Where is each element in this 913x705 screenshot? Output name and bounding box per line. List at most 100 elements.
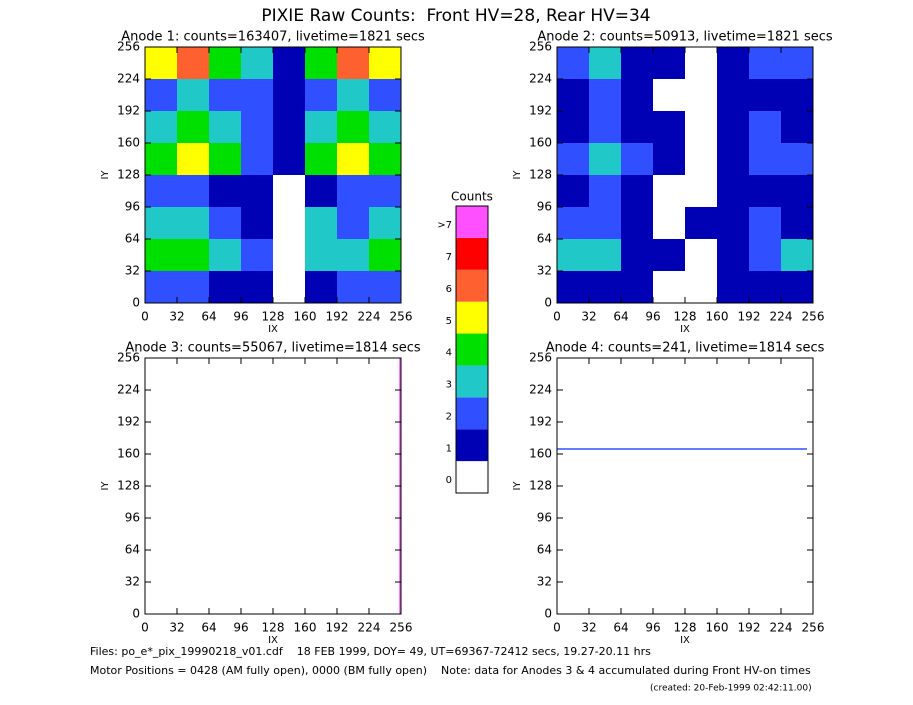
heatmap-cell (685, 271, 717, 303)
heatmap-cell (781, 79, 813, 111)
heatmap-cell (337, 47, 369, 79)
heatmap-cell (241, 271, 273, 303)
x-tick-label: 0 (141, 310, 149, 324)
heatmap-cell (685, 239, 717, 271)
x-tick-label: 256 (802, 310, 825, 324)
y-tick-label: 96 (125, 511, 140, 525)
y-tick-label: 0 (544, 607, 552, 621)
x-tick-label: 32 (581, 621, 596, 635)
colorbar-label: 5 (446, 316, 452, 327)
y-tick-label: 256 (529, 40, 552, 54)
figure-title: PIXIE Raw Counts: Front HV=28, Rear HV=3… (261, 6, 650, 26)
heatmap-cell (337, 271, 369, 303)
heatmap-cell (369, 79, 401, 111)
y-tick-label: 128 (529, 479, 552, 493)
heatmap-cell (557, 47, 589, 79)
heatmap-cell (717, 175, 749, 207)
y-tick-label: 32 (537, 264, 552, 278)
heatmap-cell (749, 239, 781, 271)
heatmap-cell (145, 239, 177, 271)
heatmap-cell (337, 239, 369, 271)
heatmap-cell (717, 239, 749, 271)
y-tick-label: 0 (544, 296, 552, 310)
heatmap-cell (621, 175, 653, 207)
y-tick-label: 192 (529, 104, 552, 118)
heatmap-cell (337, 79, 369, 111)
heatmap-cell (653, 143, 685, 175)
heatmap-cell (749, 111, 781, 143)
heatmap-cell (177, 271, 209, 303)
heatmap-cell (557, 175, 589, 207)
heatmap-cell (337, 143, 369, 175)
heatmap-cell (653, 271, 685, 303)
heatmap-cell (145, 111, 177, 143)
x-tick-label: 224 (358, 621, 381, 635)
x-tick-label: 96 (645, 310, 660, 324)
x-tick-label: 128 (262, 621, 285, 635)
colorbar-label: 2 (446, 411, 452, 422)
x-tick-label: 192 (326, 310, 349, 324)
heatmap-cell (749, 79, 781, 111)
heatmap-cell (241, 143, 273, 175)
heatmap-cell (621, 47, 653, 79)
heatmap-cell (557, 79, 589, 111)
x-axis-label: IX (268, 324, 278, 335)
x-tick-label: 96 (233, 621, 248, 635)
heatmap-cell (369, 239, 401, 271)
x-tick-label: 32 (169, 310, 184, 324)
y-tick-label: 256 (117, 351, 140, 365)
y-tick-label: 96 (537, 200, 552, 214)
x-axis-label: IX (680, 635, 690, 646)
heatmap-cell (653, 207, 685, 239)
heatmap-cell (717, 79, 749, 111)
heatmap-cell (685, 143, 717, 175)
heatmap-cell (177, 175, 209, 207)
y-tick-label: 256 (529, 351, 552, 365)
y-tick-label: 96 (537, 511, 552, 525)
heatmap-cell (589, 79, 621, 111)
heatmap-cell (781, 239, 813, 271)
heatmap-cell (273, 79, 305, 111)
y-tick-label: 32 (125, 264, 140, 278)
heatmap-cell (653, 175, 685, 207)
x-tick-label: 160 (294, 621, 317, 635)
x-tick-label: 192 (738, 310, 761, 324)
heatmap-cell (273, 47, 305, 79)
heatmap-cell (273, 207, 305, 239)
x-tick-label: 128 (674, 310, 697, 324)
heatmap-cell (557, 207, 589, 239)
plot-frame (556, 357, 814, 615)
heatmap-cell (621, 79, 653, 111)
x-tick-label: 256 (390, 310, 413, 324)
heatmap-cell (749, 207, 781, 239)
heatmap-cell (177, 111, 209, 143)
y-tick-label: 192 (117, 415, 140, 429)
x-tick-label: 64 (201, 621, 216, 635)
heatmap-cell (209, 47, 241, 79)
colorbar-segment (456, 429, 488, 462)
heatmap-cell (209, 175, 241, 207)
heatmap-cell (369, 143, 401, 175)
x-tick-label: 0 (141, 621, 149, 635)
y-tick-label: 160 (117, 136, 140, 150)
heatmap-cell (749, 175, 781, 207)
colorbar-segment (456, 365, 488, 398)
heatmap-cell (621, 271, 653, 303)
heatmap-cell (717, 207, 749, 239)
heatmap-cell (685, 175, 717, 207)
heatmap-cell (589, 47, 621, 79)
colorbar-segment (456, 237, 488, 270)
x-tick-label: 96 (233, 310, 248, 324)
y-axis-label: IY (100, 170, 111, 180)
y-tick-label: 128 (117, 168, 140, 182)
y-tick-label: 160 (529, 136, 552, 150)
heatmap-cell (781, 271, 813, 303)
heatmap-cell (337, 175, 369, 207)
heatmap-cell (749, 271, 781, 303)
x-tick-label: 192 (326, 621, 349, 635)
heatmap-cell (653, 111, 685, 143)
heatmap-cell (241, 175, 273, 207)
heatmap-cell (209, 111, 241, 143)
y-tick-label: 224 (529, 383, 552, 397)
